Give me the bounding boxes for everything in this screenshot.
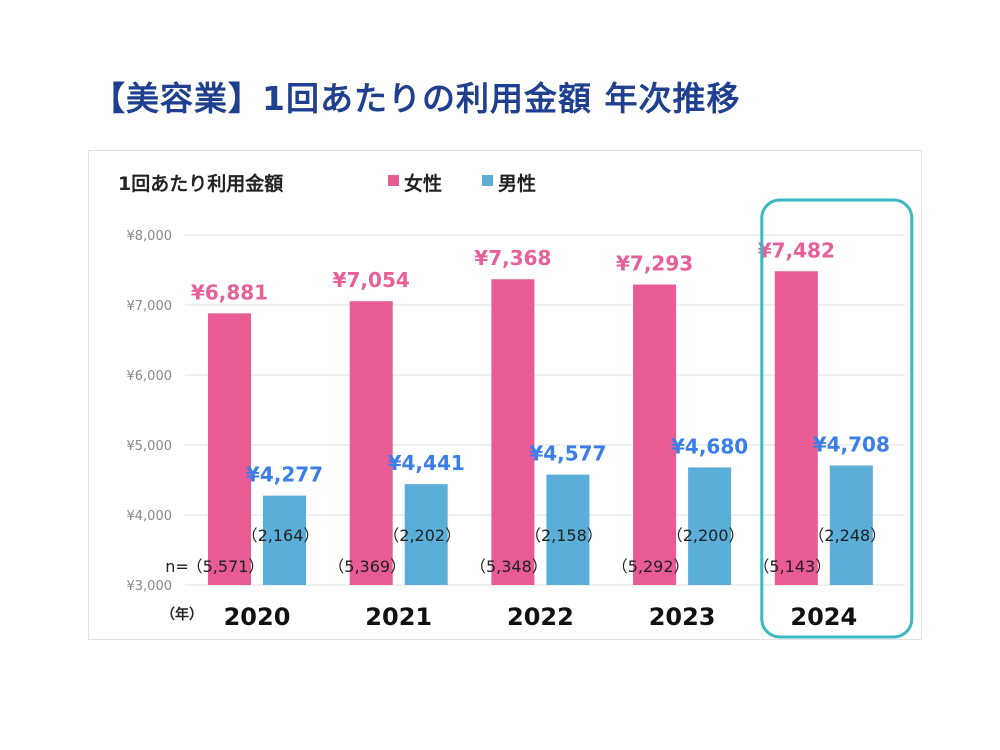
bar-female-2023: [633, 284, 677, 585]
bar-male-2021: [404, 484, 448, 585]
bar-male-2022: [546, 474, 590, 585]
x-tick-label: 2021: [365, 603, 432, 631]
x-tick-label: 2022: [507, 603, 574, 631]
chart-title: 1回あたり利用金額: [118, 172, 283, 195]
y-tick-label: ¥4,000: [127, 509, 173, 524]
legend-label-0: 女性: [404, 172, 442, 195]
bar-male-2023: [688, 467, 732, 585]
data-label: ¥7,293: [616, 251, 693, 275]
sample-size-label: （2,248）: [808, 526, 886, 545]
legend-label-1: 男性: [498, 172, 536, 195]
sample-size-label: （5,571）: [187, 557, 265, 576]
data-label: ¥7,482: [758, 238, 835, 262]
x-tick-label: 2020: [224, 603, 291, 631]
data-label: ¥7,054: [333, 268, 410, 292]
data-label: ¥4,441: [388, 451, 465, 475]
x-tick-label: 2024: [790, 603, 857, 631]
n-prefix: n=: [165, 557, 189, 576]
sample-size-label: （2,158）: [525, 526, 603, 545]
sample-size-label: （2,202）: [383, 526, 461, 545]
y-tick-label: ¥5,000: [127, 439, 173, 454]
y-tick-label: ¥8,000: [127, 229, 173, 244]
data-label: ¥4,708: [813, 432, 890, 456]
y-tick-label: ¥7,000: [127, 299, 173, 314]
sample-size-label: （5,348）: [470, 557, 548, 576]
data-label: ¥6,881: [191, 280, 268, 304]
bar-female-2022: [491, 279, 535, 585]
x-unit-label: （年）: [161, 606, 203, 623]
y-tick-label: ¥6,000: [127, 369, 173, 384]
x-tick-label: 2023: [649, 603, 716, 631]
bar-female-2020: [208, 313, 251, 585]
bar-male-2020: [263, 495, 306, 585]
sample-size-label: （5,292）: [612, 557, 690, 576]
sample-size-label: （5,143）: [753, 557, 831, 576]
legend-swatch-1: [482, 175, 493, 186]
sample-size-label: （5,369）: [328, 557, 406, 576]
legend-swatch-0: [388, 175, 399, 186]
highlight-box: [760, 198, 914, 639]
sample-size-label: （2,200）: [667, 526, 745, 545]
bar-female-2021: [349, 301, 393, 585]
data-label: ¥4,577: [529, 442, 606, 466]
data-label: ¥4,680: [671, 434, 748, 458]
sample-size-label: （2,164）: [242, 526, 320, 545]
bar-female-2024: [774, 271, 818, 585]
page-title: 【美容業】1回あたりの利用金額 年次推移: [92, 79, 741, 118]
bar-male-2024: [829, 465, 873, 585]
y-tick-label: ¥3,000: [127, 579, 173, 594]
data-label: ¥7,368: [474, 246, 551, 270]
data-label: ¥4,277: [246, 463, 323, 487]
